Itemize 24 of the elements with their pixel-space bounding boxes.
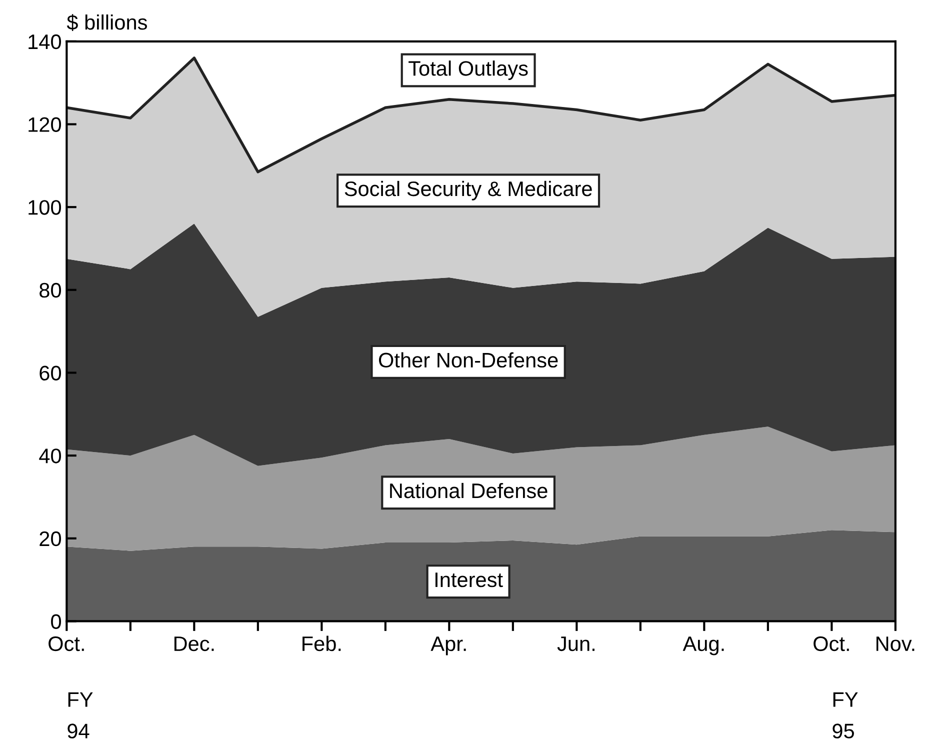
text: FY 94 bbox=[68, 692, 93, 738]
x-tick-label: Aug. bbox=[682, 636, 724, 656]
x-tick-label: Nov. bbox=[876, 636, 914, 652]
series-label: Interest bbox=[435, 572, 503, 588]
x-tick-label: Oct. bbox=[814, 636, 849, 652]
y-tick-label: 80 bbox=[40, 282, 61, 298]
y-tick-label: 40 bbox=[39, 448, 61, 464]
series-label: Social Security & Medicare bbox=[344, 180, 592, 200]
y-tick-label: 100 bbox=[28, 200, 61, 215]
series-label: National Defense bbox=[390, 482, 548, 498]
x-tick-label: Feb. bbox=[302, 636, 341, 652]
y-tick-label: 20 bbox=[40, 531, 61, 546]
y-tick-label: 120 bbox=[28, 117, 61, 132]
x-tick-label: Apr. bbox=[430, 636, 466, 656]
x-tick-label: Dec. bbox=[174, 636, 214, 652]
y-axis-title: $ billions bbox=[66, 14, 147, 32]
text: FY 95 bbox=[832, 692, 858, 738]
x-tick-label: Jun. bbox=[557, 636, 594, 652]
y-tick-label: 140 bbox=[28, 34, 61, 50]
y-tick-label: 60 bbox=[40, 366, 61, 380]
y-tick-label: 0 bbox=[51, 614, 61, 629]
series-label: Other Non-Defense bbox=[378, 352, 558, 368]
annotation: Total Outlays bbox=[408, 60, 528, 80]
x-tick-label: Oct. bbox=[48, 636, 84, 652]
